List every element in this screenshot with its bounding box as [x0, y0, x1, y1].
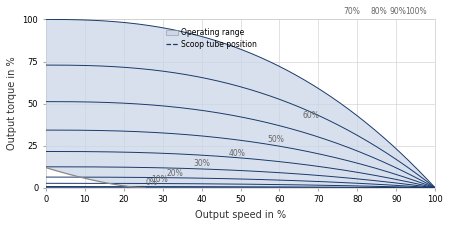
- Text: 90%: 90%: [390, 7, 407, 16]
- Legend: Operating range, Scoop tube position: Operating range, Scoop tube position: [166, 28, 257, 49]
- Text: 50%: 50%: [268, 135, 285, 144]
- Polygon shape: [46, 20, 435, 188]
- Text: 100%: 100%: [405, 7, 427, 16]
- Text: 70%: 70%: [343, 7, 360, 16]
- Text: 60%: 60%: [303, 111, 320, 121]
- Text: 80%: 80%: [370, 7, 387, 16]
- Text: 40%: 40%: [229, 148, 246, 158]
- Text: 0%: 0%: [145, 178, 157, 187]
- X-axis label: Output speed in %: Output speed in %: [195, 210, 286, 220]
- Text: 30%: 30%: [194, 160, 211, 168]
- Text: 20%: 20%: [166, 169, 183, 178]
- Y-axis label: Output torque in %: Output torque in %: [7, 57, 17, 151]
- Text: 10%: 10%: [151, 175, 168, 185]
